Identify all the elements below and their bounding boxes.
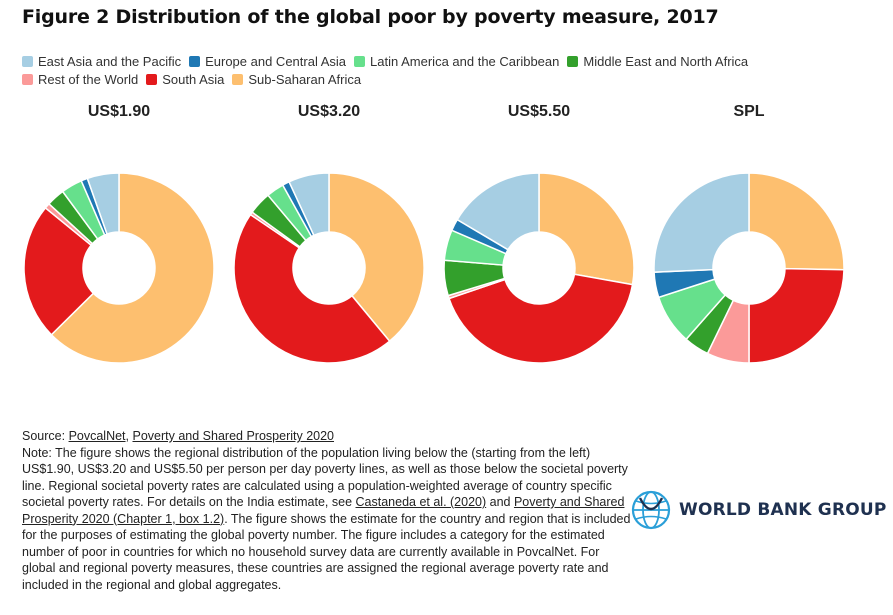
logo-text: WORLD BANK GROUP: [679, 500, 887, 520]
donut-chart-spl: [653, 172, 845, 364]
donut-slice: [23, 206, 95, 336]
legend-label: Latin America and the Caribbean: [370, 53, 560, 69]
legend-item: East Asia and the Pacific: [22, 53, 181, 69]
donut-slice: [456, 172, 540, 251]
legend-swatch: [22, 55, 33, 67]
donut-slice: [538, 172, 635, 286]
legend-swatch: [354, 55, 366, 67]
donut-slice: [748, 267, 845, 364]
legend-swatch: [22, 73, 33, 85]
world-bank-logo: WORLD BANK GROUP: [631, 490, 887, 530]
donut-slice: [288, 172, 330, 237]
legend: East Asia and the Pacific Europe and Cen…: [22, 53, 782, 87]
source-line: Source: PovcalNet, Poverty and Shared Pr…: [22, 428, 632, 445]
panel-title-spl: SPL: [733, 103, 765, 120]
legend-swatch: [189, 55, 201, 67]
donut-slice: [328, 172, 425, 343]
povcalnet-link[interactable]: PovcalNet: [68, 429, 126, 443]
legend-label: Rest of the World: [38, 71, 139, 87]
donut-slice: [748, 172, 845, 271]
source-separator: ,: [125, 429, 133, 443]
legend-label: Sub-Saharan Africa: [248, 71, 362, 87]
legend-label: Middle East and North Africa: [583, 53, 749, 69]
source-label: Source:: [22, 429, 69, 443]
legend-label: East Asia and the Pacific: [38, 53, 182, 69]
legend-item: Middle East and North Africa: [567, 53, 748, 69]
donut-slice: [448, 273, 634, 364]
legend-swatch: [232, 73, 244, 85]
donut-chart-320: [233, 172, 425, 364]
legend-item: Rest of the World: [22, 71, 138, 87]
donut-slice: [233, 213, 391, 364]
donut-charts: [23, 172, 845, 364]
donut-slice: [50, 172, 215, 364]
figure-title: Figure 2 Distribution of the global poor…: [22, 6, 719, 28]
note-text-part: Note: The figure shows the regional dist…: [22, 445, 628, 510]
globe-icon: [631, 490, 671, 530]
donut-slice: [86, 172, 120, 236]
legend-item: Latin America and the Caribbean: [354, 53, 559, 69]
legend-swatch: [146, 73, 158, 85]
legend-item: South Asia: [146, 71, 224, 87]
psp-chapter-link[interactable]: Poverty and Shared Prosperity 2020 (Chap…: [22, 495, 625, 526]
note-text-part: . The figure shows the estimate for the …: [22, 511, 631, 592]
panel-title-190: US$1.90: [87, 103, 151, 120]
donut-slice: [653, 172, 750, 273]
legend-label: Europe and Central Asia: [205, 53, 347, 69]
legend-label: South Asia: [162, 71, 225, 87]
source-note: Source: PovcalNet, Poverty and Shared Pr…: [22, 428, 632, 593]
donut-chart-550: [443, 172, 635, 364]
panel-title-550: US$5.50: [507, 103, 571, 120]
psp-2020-link[interactable]: Poverty and Shared Prosperity 2020: [132, 429, 335, 443]
legend-swatch: [567, 55, 579, 67]
note-text: Note: The figure shows the regional dist…: [22, 445, 632, 594]
castaneda-link[interactable]: Castaneda et al. (2020): [355, 495, 487, 509]
legend-item: Europe and Central Asia: [189, 53, 346, 69]
donut-chart-190: [23, 172, 215, 364]
panel-title-320: US$3.20: [297, 103, 361, 120]
note-text-part: and: [486, 495, 514, 509]
legend-item: Sub-Saharan Africa: [232, 71, 361, 87]
